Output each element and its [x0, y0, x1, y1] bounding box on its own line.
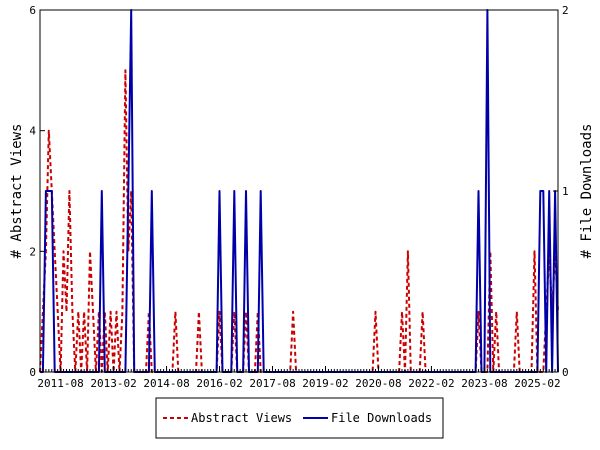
x-tick-label: 2013-02 — [90, 377, 136, 390]
y-right-tick-label: 1 — [562, 185, 569, 198]
x-tick-label: 2011-08 — [37, 377, 83, 390]
y-right-tick-label: 0 — [562, 366, 569, 379]
x-tick-label: 2014-08 — [143, 377, 189, 390]
left-axis: 0 2 4 6 — [29, 4, 45, 379]
y-left-tick-label: 2 — [29, 245, 36, 258]
series-layer — [39, 9, 559, 373]
y-axis-left-title: # Abstract Views — [9, 124, 25, 259]
x-tick-label: 2020-08 — [355, 377, 401, 390]
right-axis: 0 1 2 — [553, 4, 569, 379]
y-left-tick-label: 6 — [29, 4, 36, 17]
x-tick-label: 2017-08 — [249, 377, 295, 390]
legend: Abstract Views File Downloads — [155, 397, 444, 439]
x-tick-label: 2022-02 — [408, 377, 454, 390]
x-tick-label: 2019-02 — [302, 377, 348, 390]
series-line-abstract-views — [39, 69, 559, 373]
x-axis: 2011-08 2013-02 2014-08 2016-02 2017-08 2019-… — [37, 366, 561, 390]
legend-box — [155, 397, 444, 439]
y-axis-right-title: # File Downloads — [579, 124, 595, 259]
x-tick-label: 2025-02 — [514, 377, 560, 390]
y-left-tick-label: 4 — [29, 125, 36, 138]
legend-label-abstract-views: Abstract Views — [191, 411, 292, 425]
y-right-tick-label: 2 — [562, 4, 569, 17]
y-left-tick-label: 0 — [29, 366, 36, 379]
x-tick-label: 2023-08 — [461, 377, 507, 390]
legend-label-file-downloads: File Downloads — [331, 411, 432, 425]
x-tick-label: 2016-02 — [196, 377, 242, 390]
